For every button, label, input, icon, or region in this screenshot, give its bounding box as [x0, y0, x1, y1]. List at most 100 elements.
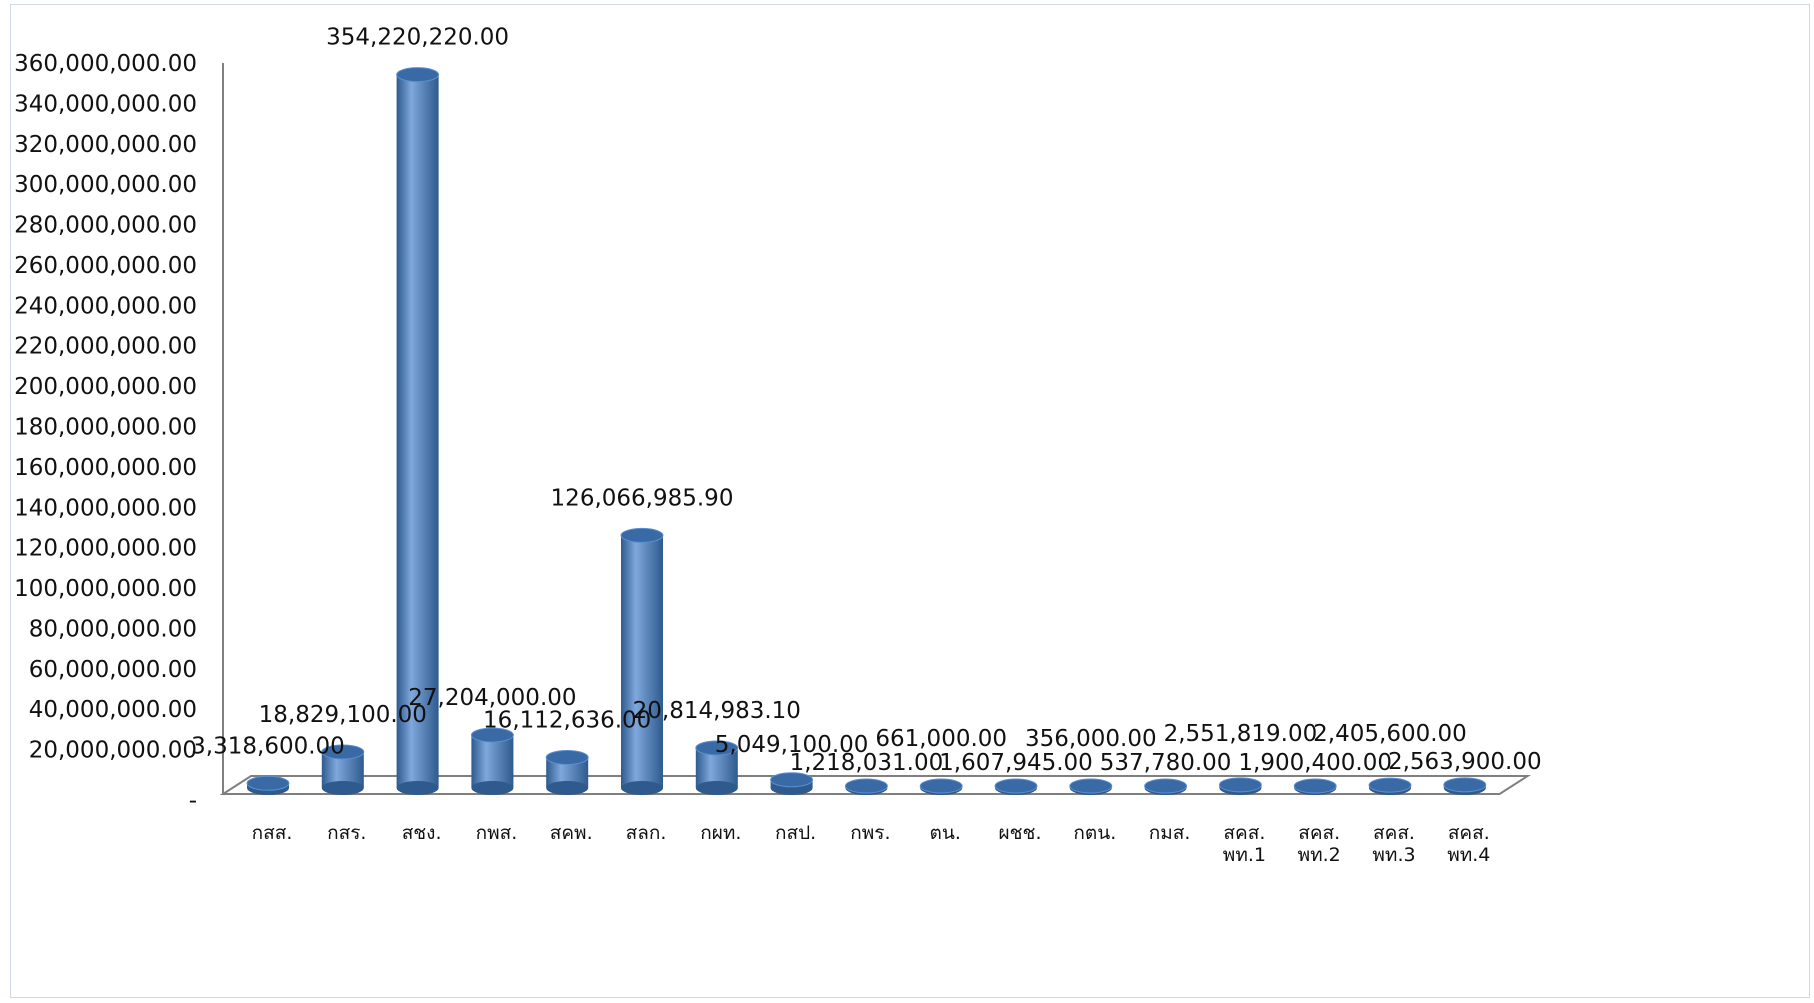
y-tick-label: 160,000,000.00: [14, 455, 197, 481]
y-tick-label: 120,000,000.00: [14, 536, 197, 562]
bar-top: [321, 744, 365, 760]
data-label: 126,066,985.90: [551, 485, 734, 511]
bar-chart: - 20,000,000.00 40,000,000.00 60,000,000.00…: [14, 25, 1542, 866]
category-label: สคส.: [1298, 822, 1340, 844]
y-tick-label: 360,000,000.00: [14, 51, 197, 77]
y-tick-label: 220,000,000.00: [14, 334, 197, 360]
bar: [1218, 777, 1262, 795]
data-label: 1,218,031.00: [790, 750, 944, 776]
bar-top: [1069, 778, 1113, 794]
category-label: สคส.: [1223, 822, 1265, 844]
bar: [844, 778, 888, 795]
data-label: 1,900,400.00: [1238, 750, 1392, 776]
bar-bottom: [621, 781, 663, 795]
bar: [1293, 778, 1337, 795]
bar-body: [471, 735, 514, 788]
y-tick-label: 100,000,000.00: [14, 576, 197, 602]
category-label: พท.4: [1447, 844, 1490, 866]
bar-bottom: [546, 781, 589, 795]
category-label: กสป.: [775, 822, 816, 844]
x-axis-categories: กสส. กสร. สชง. กพส. สคพ. สลก. กผท. กสป. กพร. ตน. ผ…: [252, 822, 1491, 866]
data-label: 661,000.00: [875, 726, 1007, 752]
bar-top: [1218, 777, 1262, 793]
bars: [246, 67, 1487, 795]
category-label: ตน.: [930, 822, 961, 844]
bar-top: [844, 778, 888, 794]
category-label: พท.1: [1223, 844, 1266, 866]
bar: [620, 527, 664, 795]
category-label: กมส.: [1149, 822, 1191, 844]
data-labels: 3,318,600.00 18,829,100.00 354,220,220.00 2…: [191, 25, 1541, 776]
bar-top: [1293, 778, 1337, 794]
category-label: ผชช.: [999, 822, 1042, 844]
y-tick-label: 60,000,000.00: [29, 657, 197, 683]
data-label: 5,049,100.00: [715, 732, 869, 758]
bar: [321, 744, 365, 795]
bar-body: [621, 535, 663, 788]
bar-bottom: [695, 781, 738, 795]
bar-top: [470, 727, 514, 743]
y-tick-label: 240,000,000.00: [14, 293, 197, 319]
category-label: กพส.: [476, 822, 518, 844]
bar-bottom: [471, 781, 514, 795]
bar-top: [1368, 777, 1412, 793]
bar-top: [545, 749, 589, 765]
bar-top: [396, 67, 440, 83]
bar-top: [1443, 777, 1487, 793]
y-tick-label: 280,000,000.00: [14, 213, 197, 239]
bar: [1069, 778, 1113, 795]
y-tick-label: 340,000,000.00: [14, 91, 197, 117]
y-tick-label: 200,000,000.00: [14, 374, 197, 400]
data-label: 2,405,600.00: [1313, 721, 1467, 747]
category-label: สชง.: [402, 822, 442, 844]
chart-frame: - 20,000,000.00 40,000,000.00 60,000,000.00…: [10, 4, 1810, 998]
y-axis-ticks: - 20,000,000.00 40,000,000.00 60,000,000.00…: [14, 51, 197, 814]
bar-bottom: [396, 781, 439, 795]
bar: [1443, 777, 1487, 795]
bar-bottom: [321, 781, 364, 795]
bar-top: [994, 778, 1038, 794]
bar: [396, 67, 440, 795]
y-tick-label: 80,000,000.00: [29, 616, 197, 642]
category-label: กพร.: [850, 822, 890, 844]
data-label: 2,563,900.00: [1388, 749, 1542, 775]
data-label: 1,607,945.00: [939, 750, 1093, 776]
bar: [1144, 778, 1188, 795]
bar: [545, 749, 589, 795]
data-label: 3,318,600.00: [191, 733, 345, 759]
y-tick-label: 140,000,000.00: [14, 495, 197, 521]
category-label: กตน.: [1073, 822, 1116, 844]
data-label: 537,780.00: [1100, 750, 1232, 776]
bar-top: [695, 740, 739, 756]
bar-top: [1144, 778, 1188, 794]
category-label: กสส.: [252, 822, 293, 844]
y-tick-label: 300,000,000.00: [14, 172, 197, 198]
data-label: 20,814,983.10: [633, 698, 801, 724]
bar: [1368, 777, 1412, 795]
bar-top: [246, 775, 290, 791]
bar: [470, 727, 514, 795]
bar: [695, 740, 739, 795]
data-label: 27,204,000.00: [408, 685, 576, 711]
bar-top: [919, 778, 963, 794]
bar-top: [770, 772, 814, 788]
category-label: กสร.: [327, 822, 366, 844]
category-label: พท.3: [1372, 844, 1415, 866]
y-tick-label: 260,000,000.00: [14, 253, 197, 279]
category-label: กผท.: [700, 822, 741, 844]
category-label: พท.2: [1298, 844, 1341, 866]
data-label: 354,220,220.00: [326, 25, 509, 51]
category-label: สลก.: [626, 822, 667, 844]
y-tick-label: 20,000,000.00: [29, 738, 197, 764]
bar: [919, 778, 963, 795]
data-label: 356,000.00: [1025, 726, 1157, 752]
bar-body: [396, 74, 439, 789]
category-label: สคส.: [1373, 822, 1415, 844]
bar: [994, 778, 1038, 795]
y-tick-label: -: [189, 788, 197, 814]
y-tick-label: 180,000,000.00: [14, 415, 197, 441]
data-label: 2,551,819.00: [1164, 721, 1318, 747]
y-tick-label: 40,000,000.00: [29, 697, 197, 723]
bar: [246, 775, 290, 795]
bar-top: [620, 527, 664, 543]
